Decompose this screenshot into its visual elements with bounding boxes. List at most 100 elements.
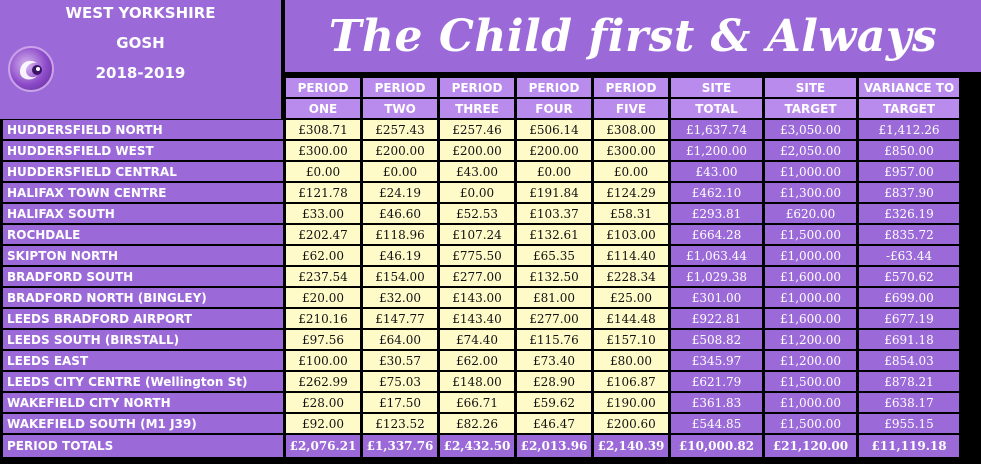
period-value-cell[interactable]: £28.90 <box>517 372 591 391</box>
period-value-cell[interactable]: £75.03 <box>363 372 437 391</box>
total-value-cell[interactable]: £11,119.18 <box>859 435 959 457</box>
total-value-cell[interactable]: £2,432.50 <box>440 435 514 457</box>
period-value-cell[interactable]: £0.00 <box>517 162 591 181</box>
period-value-cell[interactable]: £300.00 <box>594 141 668 160</box>
total-value-cell[interactable]: £2,140.39 <box>594 435 668 457</box>
site-target-cell[interactable]: £1,000.00 <box>765 162 856 181</box>
variance-cell[interactable]: £850.00 <box>859 141 959 160</box>
period-value-cell[interactable]: £97.56 <box>286 330 360 349</box>
site-target-cell[interactable]: £1,600.00 <box>765 267 856 286</box>
period-value-cell[interactable]: £143.00 <box>440 288 514 307</box>
site-name-cell[interactable]: WAKEFIELD SOUTH (M1 J39) <box>3 414 283 433</box>
period-value-cell[interactable]: £0.00 <box>440 183 514 202</box>
site-target-cell[interactable]: £1,300.00 <box>765 183 856 202</box>
period-value-cell[interactable]: £64.00 <box>363 330 437 349</box>
site-total-cell[interactable]: £544.85 <box>671 414 762 433</box>
period-value-cell[interactable]: £210.16 <box>286 309 360 328</box>
period-value-cell[interactable]: £144.48 <box>594 309 668 328</box>
site-name-cell[interactable]: HUDDERSFIELD CENTRAL <box>3 162 283 181</box>
period-value-cell[interactable]: £20.00 <box>286 288 360 307</box>
period-value-cell[interactable]: £147.77 <box>363 309 437 328</box>
period-value-cell[interactable]: £308.71 <box>286 120 360 139</box>
site-name-cell[interactable]: HALIFAX TOWN CENTRE <box>3 183 283 202</box>
period-value-cell[interactable]: £73.40 <box>517 351 591 370</box>
site-total-cell[interactable]: £1,063.44 <box>671 246 762 265</box>
period-value-cell[interactable]: £775.50 <box>440 246 514 265</box>
period-value-cell[interactable]: £202.47 <box>286 225 360 244</box>
period-value-cell[interactable]: £62.00 <box>440 351 514 370</box>
period-value-cell[interactable]: £66.71 <box>440 393 514 412</box>
site-target-cell[interactable]: £1,000.00 <box>765 288 856 307</box>
site-name-cell[interactable]: LEEDS BRADFORD AIRPORT <box>3 309 283 328</box>
site-total-cell[interactable]: £621.79 <box>671 372 762 391</box>
period-value-cell[interactable]: £17.50 <box>363 393 437 412</box>
period-value-cell[interactable]: £114.40 <box>594 246 668 265</box>
period-value-cell[interactable]: £115.76 <box>517 330 591 349</box>
period-value-cell[interactable]: £123.52 <box>363 414 437 433</box>
period-value-cell[interactable]: £143.40 <box>440 309 514 328</box>
period-value-cell[interactable]: £124.29 <box>594 183 668 202</box>
variance-cell[interactable]: £570.62 <box>859 267 959 286</box>
variance-cell[interactable]: £699.00 <box>859 288 959 307</box>
period-value-cell[interactable]: £58.31 <box>594 204 668 223</box>
site-name-cell[interactable]: HUDDERSFIELD WEST <box>3 141 283 160</box>
period-value-cell[interactable]: £118.96 <box>363 225 437 244</box>
period-value-cell[interactable]: £190.00 <box>594 393 668 412</box>
period-value-cell[interactable]: £0.00 <box>363 162 437 181</box>
total-value-cell[interactable]: £21,120.00 <box>765 435 856 457</box>
site-target-cell[interactable]: £1,500.00 <box>765 414 856 433</box>
site-total-cell[interactable]: £462.10 <box>671 183 762 202</box>
variance-cell[interactable]: £854.03 <box>859 351 959 370</box>
period-value-cell[interactable]: £277.00 <box>517 309 591 328</box>
site-name-cell[interactable]: BRADFORD NORTH (BINGLEY) <box>3 288 283 307</box>
period-value-cell[interactable]: £277.00 <box>440 267 514 286</box>
period-value-cell[interactable]: £30.57 <box>363 351 437 370</box>
site-target-cell[interactable]: £620.00 <box>765 204 856 223</box>
period-value-cell[interactable]: £62.00 <box>286 246 360 265</box>
variance-cell[interactable]: £1,412.26 <box>859 120 959 139</box>
period-value-cell[interactable]: £200.00 <box>517 141 591 160</box>
site-name-cell[interactable]: SKIPTON NORTH <box>3 246 283 265</box>
variance-cell[interactable]: £835.72 <box>859 225 959 244</box>
variance-cell[interactable]: £691.18 <box>859 330 959 349</box>
period-value-cell[interactable]: £80.00 <box>594 351 668 370</box>
site-name-cell[interactable]: ROCHDALE <box>3 225 283 244</box>
period-value-cell[interactable]: £157.10 <box>594 330 668 349</box>
site-total-cell[interactable]: £345.97 <box>671 351 762 370</box>
period-value-cell[interactable]: £148.00 <box>440 372 514 391</box>
variance-cell[interactable]: -£63.44 <box>859 246 959 265</box>
variance-cell[interactable]: £837.90 <box>859 183 959 202</box>
site-total-cell[interactable]: £508.82 <box>671 330 762 349</box>
period-value-cell[interactable]: £46.47 <box>517 414 591 433</box>
period-value-cell[interactable]: £25.00 <box>594 288 668 307</box>
site-name-cell[interactable]: LEEDS SOUTH (BIRSTALL) <box>3 330 283 349</box>
site-total-cell[interactable]: £1,029.38 <box>671 267 762 286</box>
total-value-cell[interactable]: £2,013.96 <box>517 435 591 457</box>
period-value-cell[interactable]: £28.00 <box>286 393 360 412</box>
variance-cell[interactable]: £955.15 <box>859 414 959 433</box>
period-value-cell[interactable]: £0.00 <box>286 162 360 181</box>
site-name-cell[interactable]: HALIFAX SOUTH <box>3 204 283 223</box>
total-value-cell[interactable]: £10,000.82 <box>671 435 762 457</box>
period-value-cell[interactable]: £121.78 <box>286 183 360 202</box>
period-value-cell[interactable]: £200.00 <box>363 141 437 160</box>
site-total-cell[interactable]: £293.81 <box>671 204 762 223</box>
period-value-cell[interactable]: £106.87 <box>594 372 668 391</box>
period-value-cell[interactable]: £132.50 <box>517 267 591 286</box>
period-value-cell[interactable]: £65.35 <box>517 246 591 265</box>
period-value-cell[interactable]: £154.00 <box>363 267 437 286</box>
period-value-cell[interactable]: £308.00 <box>594 120 668 139</box>
period-value-cell[interactable]: £43.00 <box>440 162 514 181</box>
period-value-cell[interactable]: £506.14 <box>517 120 591 139</box>
period-value-cell[interactable]: £32.00 <box>363 288 437 307</box>
site-total-cell[interactable]: £301.00 <box>671 288 762 307</box>
site-total-cell[interactable]: £1,200.00 <box>671 141 762 160</box>
period-value-cell[interactable]: £0.00 <box>594 162 668 181</box>
site-target-cell[interactable]: £1,000.00 <box>765 393 856 412</box>
period-value-cell[interactable]: £52.53 <box>440 204 514 223</box>
period-value-cell[interactable]: £46.60 <box>363 204 437 223</box>
period-value-cell[interactable]: £132.61 <box>517 225 591 244</box>
variance-cell[interactable]: £638.17 <box>859 393 959 412</box>
site-target-cell[interactable]: £3,050.00 <box>765 120 856 139</box>
site-total-cell[interactable]: £664.28 <box>671 225 762 244</box>
